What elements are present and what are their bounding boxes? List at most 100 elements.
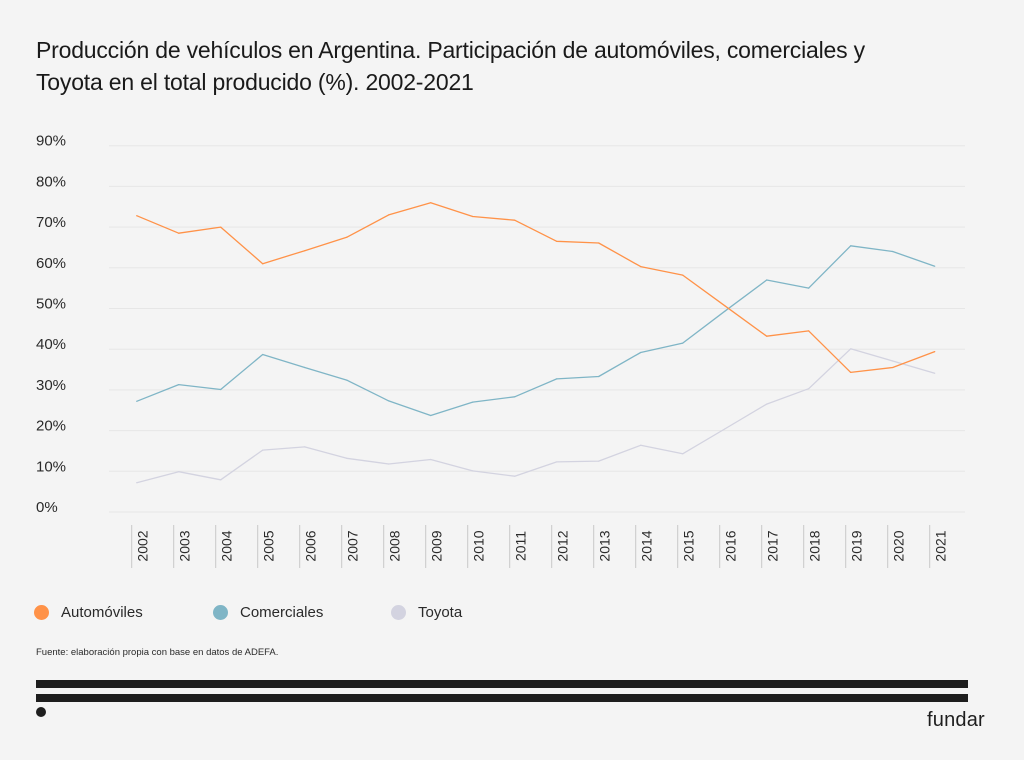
data-point	[178, 384, 180, 386]
data-point	[766, 279, 768, 281]
data-point	[262, 263, 264, 265]
y-tick-label: 70%	[36, 214, 66, 231]
y-tick-label: 90%	[36, 133, 66, 150]
x-axis: 2002 2003 2004 2005 2006 2007 2008 2009 2010 2011…	[131, 525, 949, 568]
x-tick-label: 2003	[177, 530, 193, 561]
data-point	[220, 226, 222, 228]
x-tick-label: 2005	[261, 530, 277, 561]
data-point	[724, 428, 726, 430]
y-tick-label: 60%	[36, 255, 66, 272]
data-point	[892, 366, 894, 369]
data-point	[640, 351, 642, 354]
brand-dot-icon	[36, 707, 46, 717]
x-tick-label: 2004	[219, 530, 235, 561]
x-tick-label: 2007	[345, 530, 361, 561]
data-point	[724, 305, 726, 307]
data-point	[850, 245, 852, 247]
data-point	[682, 342, 684, 344]
data-point	[598, 242, 600, 244]
y-tick-label: 20%	[36, 418, 66, 435]
legend: Automóviles Comerciales Toyota	[34, 604, 634, 628]
y-tick-label: 0%	[36, 499, 58, 516]
y-axis: 0% 10% 20% 30% 40% 50% 60% 70% 80% 90%	[36, 133, 66, 516]
legend-item-toyota[interactable]: Toyota	[391, 604, 462, 621]
data-point	[514, 396, 516, 398]
x-tick-label: 2018	[807, 530, 823, 561]
data-point	[346, 236, 348, 238]
data-point	[430, 414, 432, 417]
data-point	[514, 475, 516, 477]
data-point	[640, 265, 642, 268]
data-point	[262, 449, 264, 451]
legend-label: Automóviles	[61, 604, 143, 621]
data-point	[430, 458, 432, 461]
x-tick-label: 2002	[135, 530, 151, 561]
data-point	[304, 446, 306, 448]
data-point	[556, 240, 558, 242]
x-tick-label: 2014	[639, 530, 655, 561]
x-tick-label: 2013	[597, 530, 613, 561]
x-tick-label: 2017	[765, 530, 781, 561]
legend-dot-icon	[391, 605, 406, 620]
series-line-automviles	[136, 202, 935, 374]
brand-bar-top	[36, 680, 968, 688]
source-note: Fuente: elaboración propia con base en d…	[36, 647, 279, 658]
data-point	[472, 401, 474, 403]
legend-dot-icon	[213, 605, 228, 620]
chart-title: Producción de vehículos en Argentina. Pa…	[36, 37, 865, 95]
data-point	[808, 287, 810, 289]
data-point	[808, 330, 810, 332]
legend-item-automoviles[interactable]: Automóviles	[34, 604, 143, 621]
data-point	[892, 250, 894, 253]
x-tick-label: 2009	[429, 530, 445, 561]
y-tick-label: 30%	[36, 377, 66, 394]
data-point	[388, 463, 390, 465]
data-point	[556, 378, 558, 380]
x-tick-label: 2012	[555, 530, 571, 561]
data-point	[724, 310, 726, 312]
data-point	[892, 360, 894, 362]
legend-dot-icon	[34, 605, 49, 620]
series-line-toyota	[136, 348, 935, 484]
y-tick-label: 10%	[36, 458, 66, 475]
data-point	[178, 471, 180, 473]
x-tick-label: 2015	[681, 530, 697, 561]
y-tick-label: 80%	[36, 173, 66, 190]
x-tick-label: 2010	[471, 530, 487, 561]
data-point	[304, 366, 306, 369]
data-point	[766, 335, 768, 337]
data-point	[850, 371, 852, 373]
legend-label: Toyota	[418, 604, 463, 621]
data-point	[136, 215, 138, 217]
x-tick-label: 2016	[723, 530, 739, 561]
x-tick-label: 2011	[513, 531, 529, 561]
brand-bar-bottom	[36, 694, 968, 702]
line-chart: 0% 10% 20% 30% 40% 50% 60% 70% 80% 90% 2002 2003 20…	[36, 133, 965, 568]
data-point	[220, 479, 222, 481]
data-point	[136, 400, 138, 402]
data-point	[514, 219, 516, 221]
data-point	[808, 388, 810, 390]
data-point	[304, 250, 306, 252]
fundar-logo: fundar	[927, 709, 985, 731]
data-point	[178, 232, 180, 234]
data-point	[598, 460, 600, 462]
data-point	[472, 470, 474, 472]
data-point	[682, 274, 684, 276]
data-point	[934, 372, 936, 374]
data-point	[556, 461, 558, 463]
legend-item-comerciales[interactable]: Comerciales	[213, 604, 323, 621]
data-point	[136, 482, 138, 484]
data-point	[430, 202, 432, 204]
legend-label: Comerciales	[240, 604, 324, 621]
x-tick-label: 2020	[891, 530, 907, 561]
data-point	[934, 351, 936, 353]
data-point	[640, 444, 642, 446]
y-tick-label: 50%	[36, 296, 66, 313]
x-tick-label: 2019	[849, 530, 865, 561]
data-point	[262, 353, 264, 356]
y-tick-label: 40%	[36, 336, 66, 353]
data-point	[934, 265, 936, 267]
data-point	[220, 388, 222, 391]
series-line-comerciales	[136, 245, 935, 417]
